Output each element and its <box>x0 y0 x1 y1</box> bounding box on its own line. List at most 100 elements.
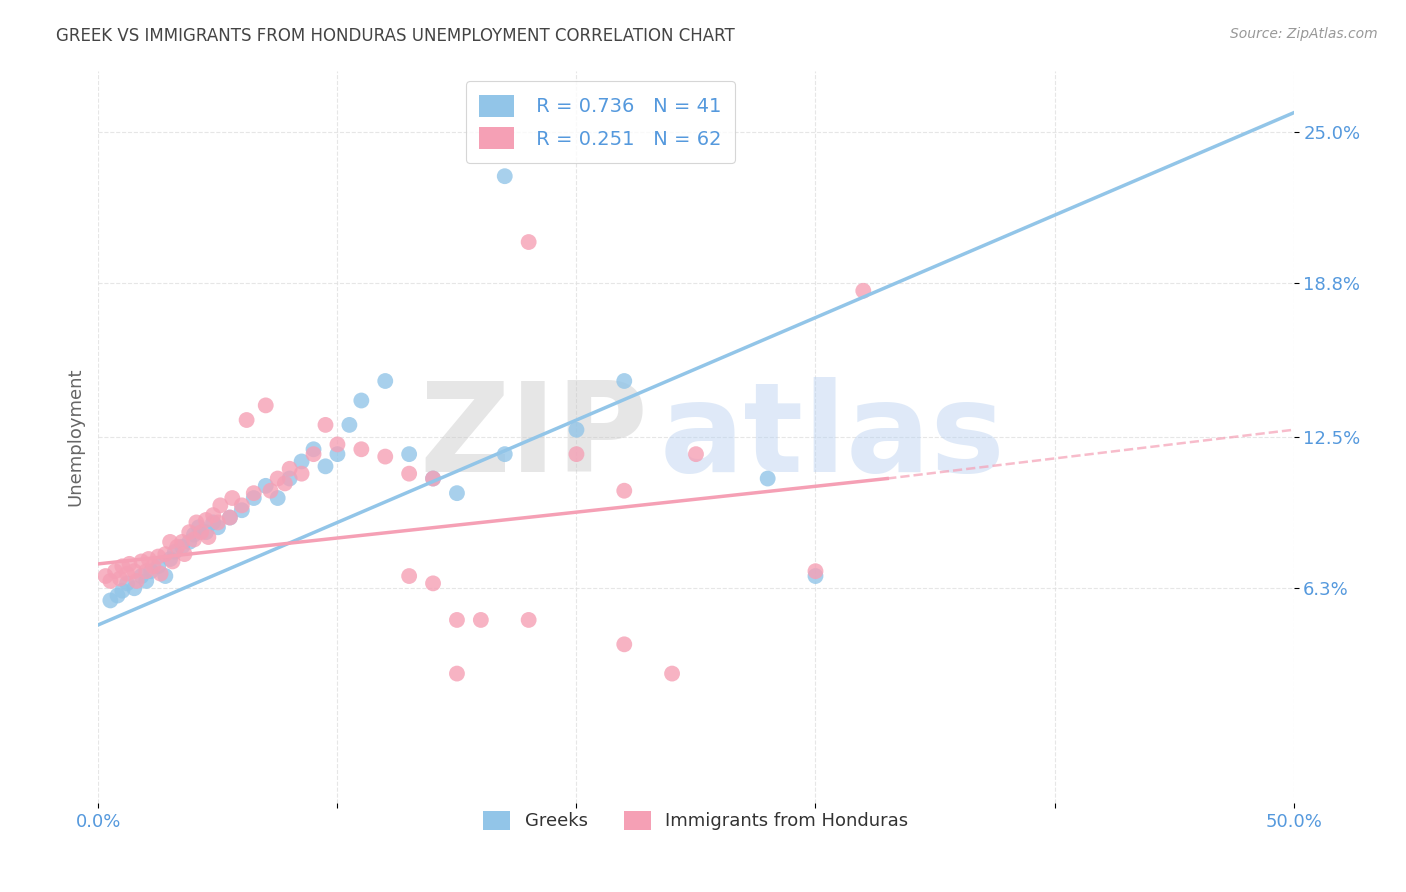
Point <box>139 564 162 578</box>
Text: atlas: atlas <box>661 376 1005 498</box>
Point <box>422 471 444 485</box>
Point <box>148 559 170 574</box>
Point <box>159 535 181 549</box>
Point <box>291 467 314 481</box>
Point <box>470 613 492 627</box>
Point <box>131 554 153 568</box>
Point <box>374 450 396 464</box>
Point <box>135 574 157 588</box>
Point <box>339 417 361 432</box>
Point <box>166 540 188 554</box>
Point <box>111 583 134 598</box>
Point <box>661 666 683 681</box>
Legend: Greeks, Immigrants from Honduras: Greeks, Immigrants from Honduras <box>477 804 915 838</box>
Point <box>326 437 349 451</box>
Point <box>202 508 225 522</box>
Point <box>517 235 540 249</box>
Point <box>254 398 277 412</box>
Point <box>315 417 337 432</box>
Point <box>131 569 153 583</box>
Point <box>183 533 205 547</box>
Point <box>124 581 146 595</box>
Point <box>209 499 232 513</box>
Point <box>852 284 875 298</box>
Point <box>186 516 208 530</box>
Point <box>613 483 636 498</box>
Point <box>98 574 122 588</box>
Point <box>221 491 243 505</box>
Point <box>163 544 186 558</box>
Point <box>173 547 195 561</box>
Point <box>446 486 468 500</box>
Point <box>135 564 157 578</box>
Point <box>231 503 253 517</box>
Point <box>804 564 827 578</box>
Point <box>124 564 146 578</box>
Point <box>315 459 337 474</box>
Point <box>179 525 201 540</box>
Point <box>115 566 138 581</box>
Point <box>267 471 290 485</box>
Point <box>115 576 138 591</box>
Text: GREEK VS IMMIGRANTS FROM HONDURAS UNEMPLOYMENT CORRELATION CHART: GREEK VS IMMIGRANTS FROM HONDURAS UNEMPL… <box>56 27 735 45</box>
Point <box>565 447 588 461</box>
Point <box>219 510 242 524</box>
Point <box>107 589 129 603</box>
Point <box>111 559 134 574</box>
Point <box>302 442 325 457</box>
Point <box>243 491 266 505</box>
Point <box>98 593 122 607</box>
Point <box>398 447 420 461</box>
Point <box>804 569 827 583</box>
Point <box>446 613 468 627</box>
Point <box>125 574 148 588</box>
Point <box>254 479 277 493</box>
Point <box>685 447 707 461</box>
Point <box>613 374 636 388</box>
Point <box>302 447 325 461</box>
Point <box>195 513 218 527</box>
Point <box>207 520 229 534</box>
Point <box>565 423 588 437</box>
Point <box>179 535 201 549</box>
Point <box>108 572 131 586</box>
Point <box>94 569 117 583</box>
Point <box>613 637 636 651</box>
Point <box>517 613 540 627</box>
Point <box>190 525 212 540</box>
Point <box>446 666 468 681</box>
Point <box>183 527 205 541</box>
Text: Source: ZipAtlas.com: Source: ZipAtlas.com <box>1230 27 1378 41</box>
Point <box>207 516 229 530</box>
Point <box>142 559 165 574</box>
Point <box>235 413 257 427</box>
Point <box>172 540 194 554</box>
Point <box>202 516 225 530</box>
Y-axis label: Unemployment: Unemployment <box>66 368 84 507</box>
Point <box>278 462 301 476</box>
Point <box>259 483 281 498</box>
Point <box>374 374 396 388</box>
Point <box>159 552 181 566</box>
Point <box>155 547 177 561</box>
Point <box>398 569 420 583</box>
Point <box>422 471 444 485</box>
Point <box>350 442 373 457</box>
Point <box>172 535 194 549</box>
Point <box>155 569 177 583</box>
Point <box>195 525 218 540</box>
Point <box>274 476 297 491</box>
Point <box>494 447 516 461</box>
Point <box>756 471 779 485</box>
Point <box>149 566 172 581</box>
Point <box>187 520 209 534</box>
Point <box>326 447 349 461</box>
Point <box>138 552 160 566</box>
Point <box>219 510 242 524</box>
Point <box>267 491 290 505</box>
Point <box>350 393 373 408</box>
Point <box>422 576 444 591</box>
Point <box>278 471 301 485</box>
Point <box>162 554 184 568</box>
Point <box>398 467 420 481</box>
